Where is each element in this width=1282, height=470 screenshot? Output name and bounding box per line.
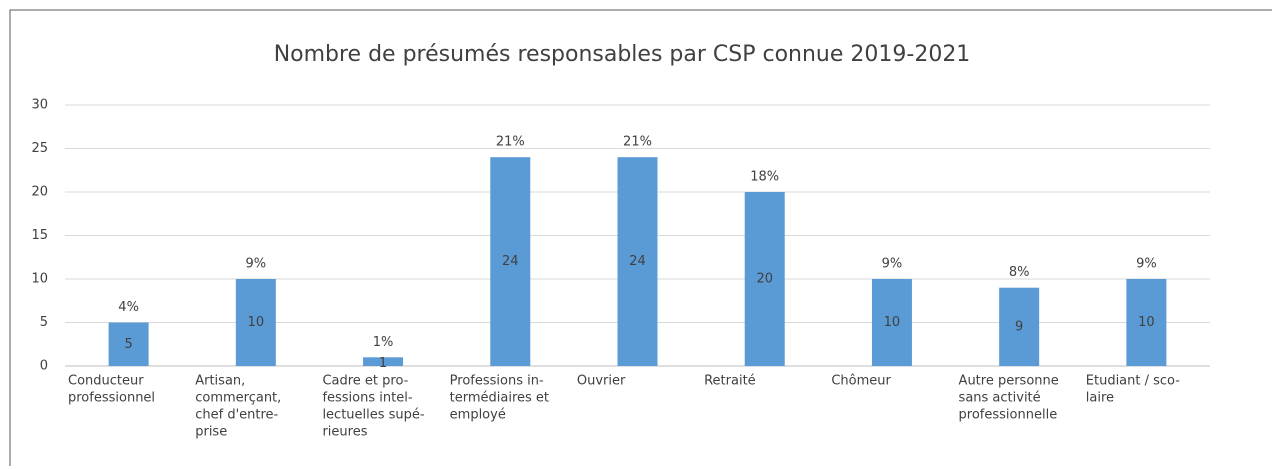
value-label: 5 — [124, 337, 132, 352]
percent-label: 18% — [750, 170, 779, 185]
value-label: 9 — [1015, 319, 1023, 334]
x-tick-label: Professions in- — [450, 374, 544, 389]
y-tick-label: 30 — [31, 98, 48, 113]
y-tick-label: 15 — [31, 228, 48, 243]
value-label: 10 — [884, 315, 901, 330]
chart-title: Nombre de présumés responsables par CSP … — [274, 42, 971, 67]
value-label: 24 — [502, 254, 519, 269]
value-label: 20 — [756, 272, 773, 287]
value-label: 10 — [248, 315, 265, 330]
percent-label: 9% — [1136, 257, 1157, 272]
value-label: 10 — [1138, 315, 1155, 330]
x-tick-label: fessions intel- — [322, 391, 412, 406]
bar — [490, 157, 531, 366]
x-tick-label: sans activité — [959, 391, 1041, 406]
x-tick-label: Ouvrier — [577, 374, 626, 389]
x-tick-label: lectuelles supé- — [322, 408, 424, 423]
x-tick-label: Autre personne — [959, 374, 1059, 389]
percent-label: 21% — [623, 135, 652, 150]
y-tick-label: 5 — [40, 315, 48, 330]
x-tick-label: commerçant, — [195, 391, 281, 406]
x-tick-label: termédiaires et — [450, 391, 549, 406]
y-tick-label: 0 — [40, 359, 48, 374]
chart-border — [9, 9, 1272, 466]
x-tick-label: professionnel — [68, 391, 155, 406]
x-tick-label: Chômeur — [831, 374, 891, 389]
y-tick-label: 10 — [31, 272, 48, 287]
x-tick-label: Retraité — [704, 374, 756, 389]
x-tick-label: chef d'entre- — [195, 408, 278, 423]
percent-label: 21% — [496, 135, 525, 150]
bar — [744, 192, 785, 366]
x-tick-label: professionnelle — [959, 408, 1058, 423]
y-tick-label: 20 — [31, 185, 48, 200]
x-tick-label: Artisan, — [195, 374, 245, 389]
x-tick-label: prise — [195, 425, 227, 440]
value-label: 1 — [379, 356, 387, 371]
x-tick-label: rieures — [322, 425, 367, 440]
x-tick-label: employé — [450, 408, 506, 423]
y-tick-label: 25 — [31, 141, 48, 156]
percent-label: 4% — [118, 300, 139, 315]
bar — [999, 287, 1040, 366]
bar — [871, 279, 912, 366]
percent-label: 9% — [246, 257, 267, 272]
x-tick-label: Etudiant / sco- — [1086, 374, 1180, 389]
percent-label: 8% — [1009, 265, 1030, 280]
bar — [617, 157, 658, 366]
bar — [1126, 279, 1167, 366]
x-tick-label: laire — [1086, 391, 1114, 406]
x-tick-label: Cadre et pro- — [322, 374, 408, 389]
x-tick-label: Conducteur — [68, 374, 144, 389]
value-label: 24 — [629, 254, 646, 269]
percent-label: 9% — [882, 257, 903, 272]
bar — [363, 357, 404, 366]
bar — [108, 322, 149, 366]
bar — [235, 279, 276, 366]
percent-label: 1% — [373, 335, 394, 350]
